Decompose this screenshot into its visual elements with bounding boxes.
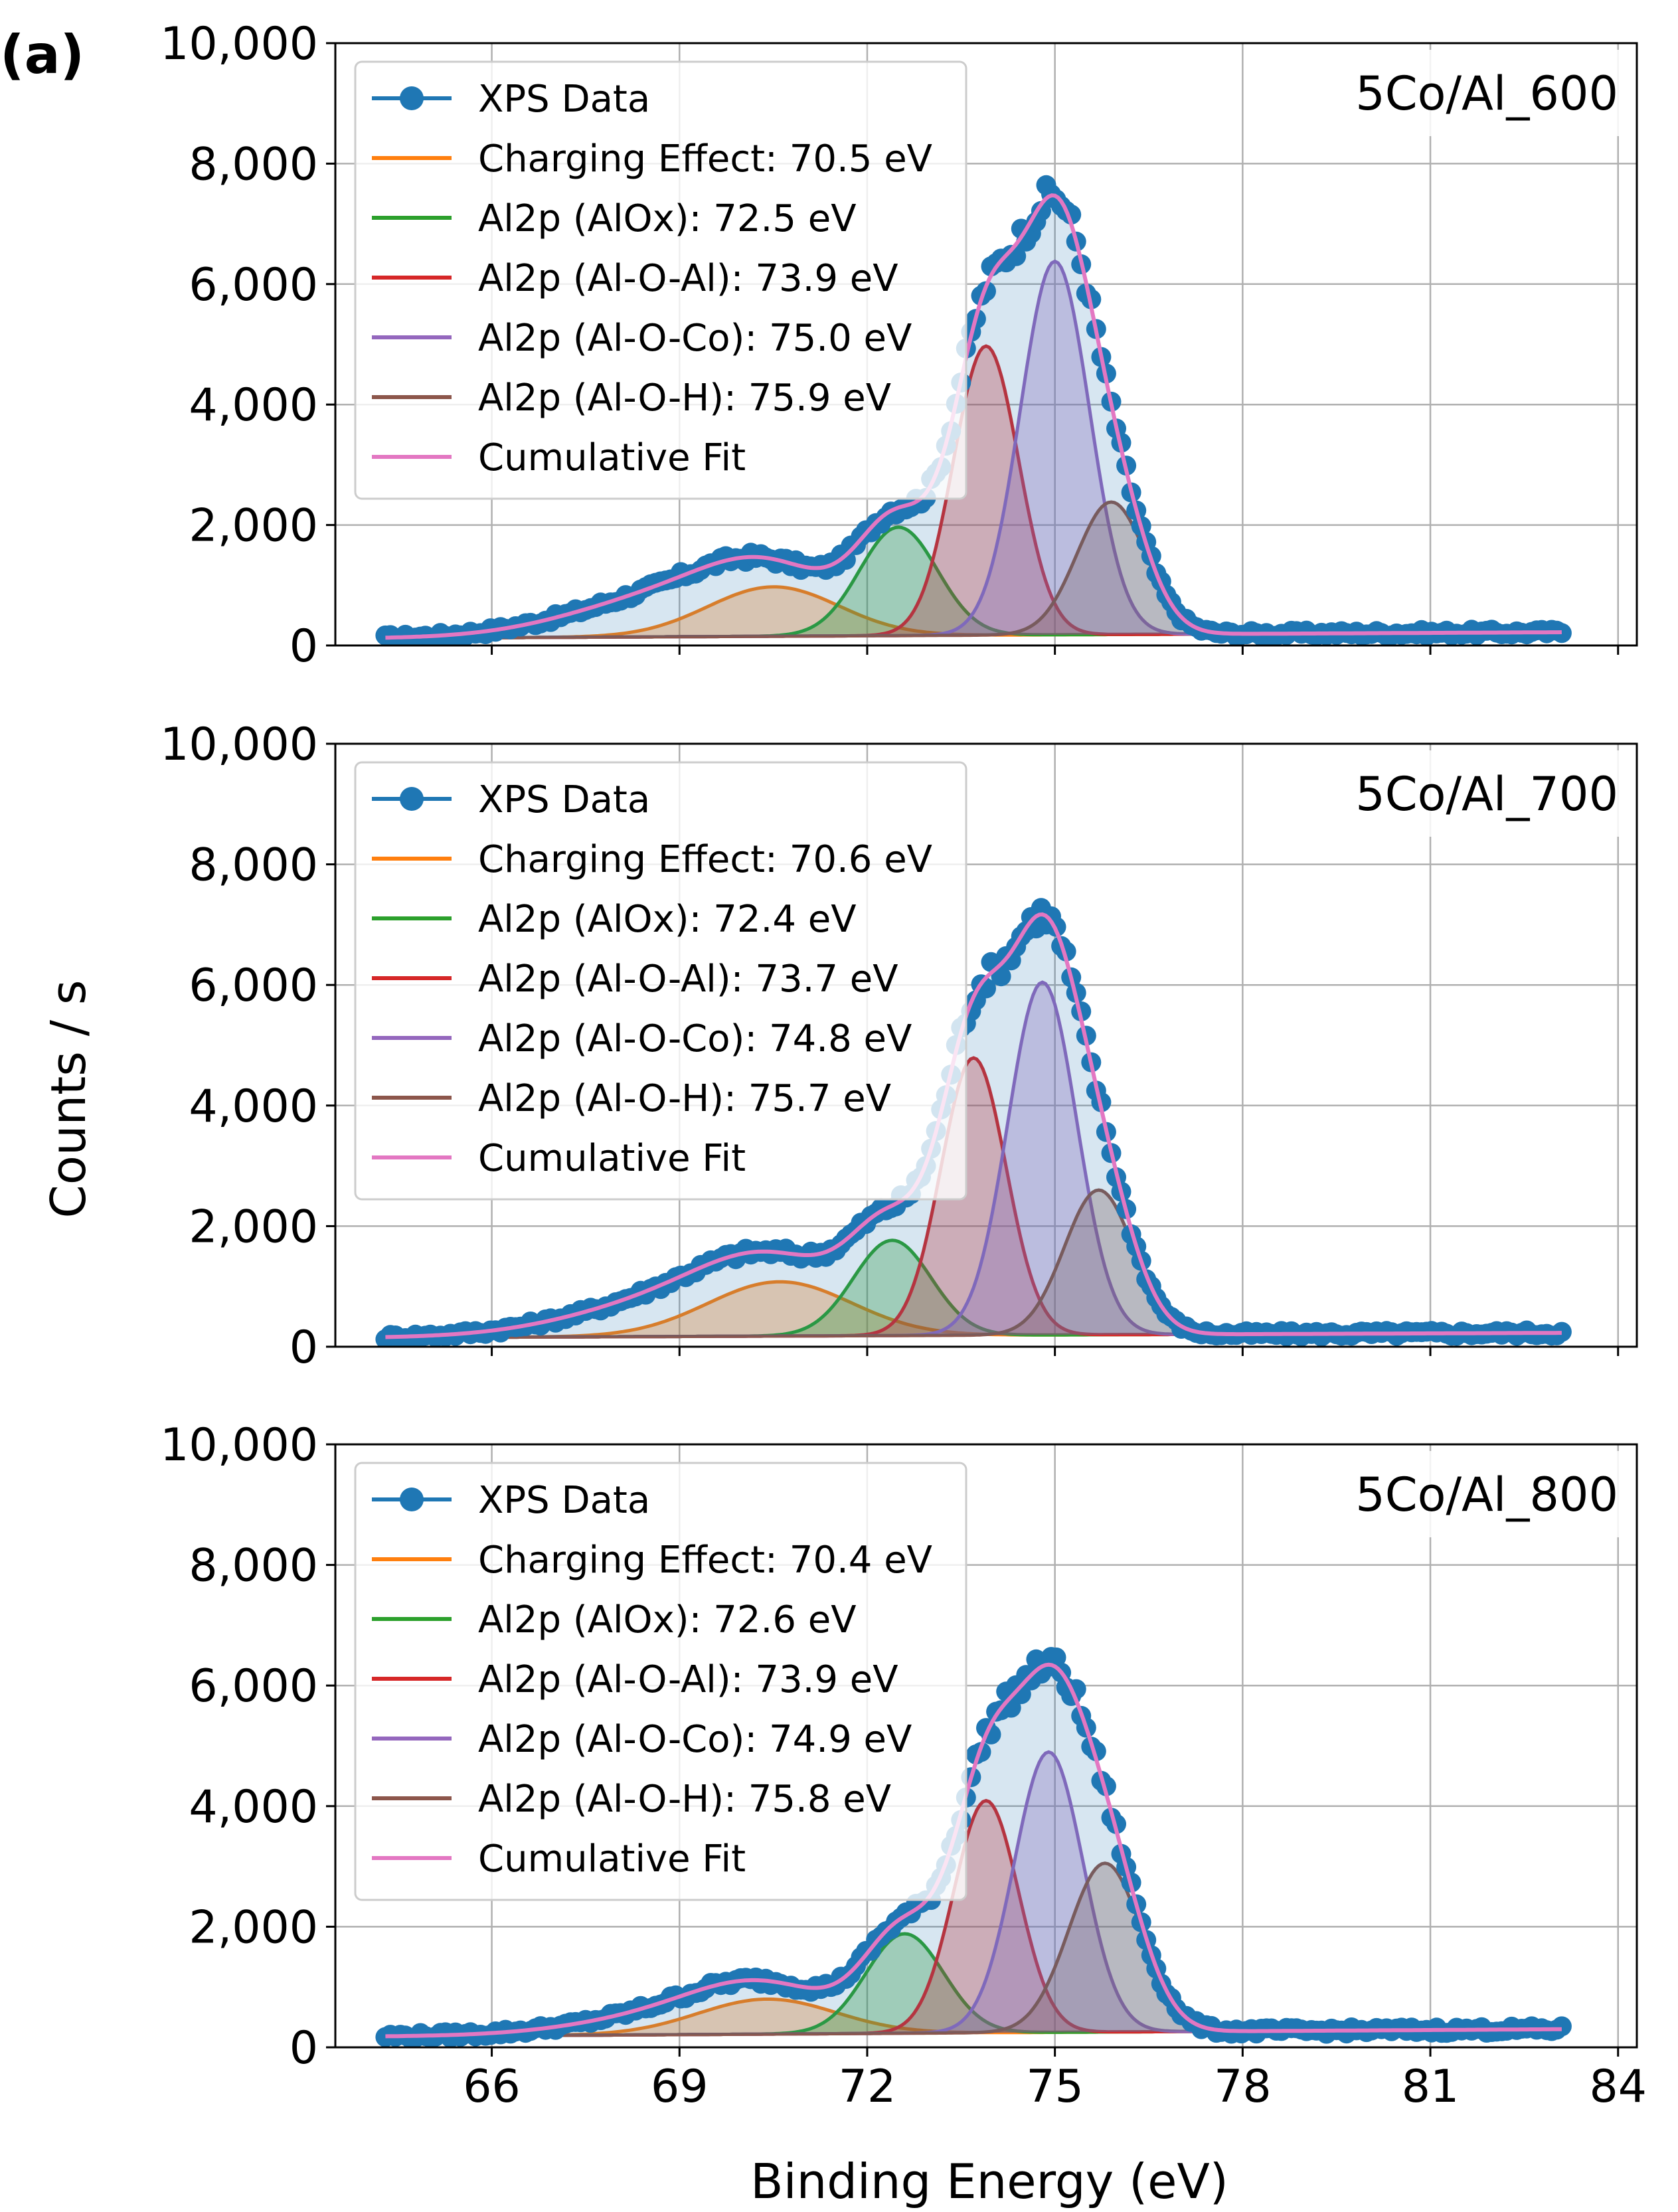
y-tick-label: 0 [290,620,318,673]
legend-label-alOco: Al2p (Al-O-Co): 74.9 eV [478,1718,912,1761]
y-tick-label: 8,000 [189,1540,318,1592]
xps-data-point [1551,2016,1572,2037]
subplot-600: 0 2,000 4,000 6,000 8,000 10,000 5Co/Al_600 XPS… [160,18,1638,673]
x-tick-label: 84 [1589,2061,1647,2113]
y-axis-label: Counts / s [41,980,96,1219]
y-tick-label: 6,000 [189,1660,318,1713]
title-backdrop [1292,50,1630,136]
subplot-800: 0 2,000 4,000 6,000 8,000 10,000 66 69 72 75 78 81 8… [160,1419,1647,2113]
y-tick-label: 6,000 [189,259,318,311]
component-fill-charging [385,586,1562,639]
y-tick-label: 6,000 [189,960,318,1012]
component-fill-charging [385,1999,1562,2037]
legend-label-cumulative: Cumulative Fit [478,1137,746,1180]
y-tick-label: 4,000 [189,379,318,432]
y-tick-label: 4,000 [189,1781,318,1833]
y-tick-label: 2,000 [189,1201,318,1253]
y-tick-label: 10,000 [160,1419,318,1472]
x-tick-label: 78 [1214,2061,1272,2113]
y-tick-label: 0 [290,1321,318,1374]
legend-label-charging: Charging Effect: 70.5 eV [478,137,932,181]
component-fill-alOal [385,1058,1562,1338]
legend-label-alOco: Al2p (Al-O-Co): 74.8 eV [478,1017,912,1061]
legend-label-cumulative: Cumulative Fit [478,1837,746,1881]
legend-label-aloxide: Al2p (AlOx): 72.4 eV [478,898,857,941]
x-tick-label: 72 [839,2061,896,2113]
legend-marker [400,86,424,110]
title-backdrop [1292,1451,1630,1537]
legend-label-alOh: Al2p (Al-O-H): 75.9 eV [478,377,891,420]
axes-frame [334,42,1638,647]
component-fill-alOal [385,346,1562,639]
legend-label-charging: Charging Effect: 70.4 eV [478,1539,932,1582]
y-tick-label: 8,000 [189,839,318,892]
y-tick-label: 8,000 [189,138,318,191]
y-tick-label: 4,000 [189,1080,318,1133]
plot-area [375,898,1572,1347]
x-tick-label: 81 [1402,2061,1460,2113]
legend-label-alOal: Al2p (Al-O-Al): 73.9 eV [478,257,898,300]
legend-label-data: XPS Data [478,78,650,121]
legend-marker [400,1488,424,1511]
y-tick-label: 10,000 [160,719,318,771]
envelope-fill [385,195,1562,639]
x-tick-label: 66 [463,2061,521,2113]
xps-data-point [1046,1647,1066,1667]
legend-label-aloxide: Al2p (AlOx): 72.6 eV [478,1598,857,1642]
subplot-700: 0 2,000 4,000 6,000 8,000 10,000 5Co/Al_700 XPS… [160,719,1638,1374]
y-tick-label: 2,000 [189,1901,318,1954]
legend-label-alOal: Al2p (Al-O-Al): 73.9 eV [478,1658,898,1701]
envelope-fill [385,1664,1562,2037]
y-tick-label: 0 [290,2022,318,2075]
component-fill-charging [385,1282,1562,1338]
legend-label-aloxide: Al2p (AlOx): 72.5 eV [478,197,857,240]
legend-label-alOh: Al2p (Al-O-H): 75.8 eV [478,1778,891,1821]
cumulative-fit-line [385,193,1562,640]
legend-label-data: XPS Data [478,1479,650,1522]
x-tick-label: 75 [1026,2061,1084,2113]
legend-label-alOco: Al2p (Al-O-Co): 75.0 eV [478,317,912,360]
cumulative-fit-line [385,912,1562,1339]
y-tick-label: 2,000 [189,500,318,553]
plot-area [375,1647,1572,2047]
legend-box [354,761,967,1201]
legend-marker [400,787,424,811]
legend-label-data: XPS Data [478,778,650,821]
title-backdrop [1292,750,1630,837]
x-tick-label: 69 [651,2061,709,2113]
legend-label-alOh: Al2p (Al-O-H): 75.7 eV [478,1077,891,1120]
legend-box [354,60,967,500]
y-tick-label: 10,000 [160,18,318,70]
axes-frame [334,742,1638,1348]
x-axis-label: Binding Energy (eV) [750,2154,1228,2209]
cumulative-fit-line [385,1662,1562,2039]
component-fill-aloxide [385,1934,1562,2037]
component-fill-alOal [385,1800,1562,2037]
panel-label: (a) [0,24,84,86]
subplot-title: 5Co/Al_700 [1355,767,1618,821]
xps-data-point [1031,201,1051,221]
legend-label-alOal: Al2p (Al-O-Al): 73.7 eV [478,958,898,1001]
legend-label-charging: Charging Effect: 70.6 eV [478,838,932,881]
xps-data-point [991,966,1011,987]
plot-area [375,175,1572,645]
subplot-title: 5Co/Al_800 [1355,1468,1618,1522]
legend-box [354,1462,967,1901]
axes-frame [334,1443,1638,2049]
legend-label-cumulative: Cumulative Fit [478,436,746,479]
envelope-fill [385,914,1562,1338]
subplot-title: 5Co/Al_600 [1355,66,1618,121]
xps-data-point [1066,1679,1086,1699]
